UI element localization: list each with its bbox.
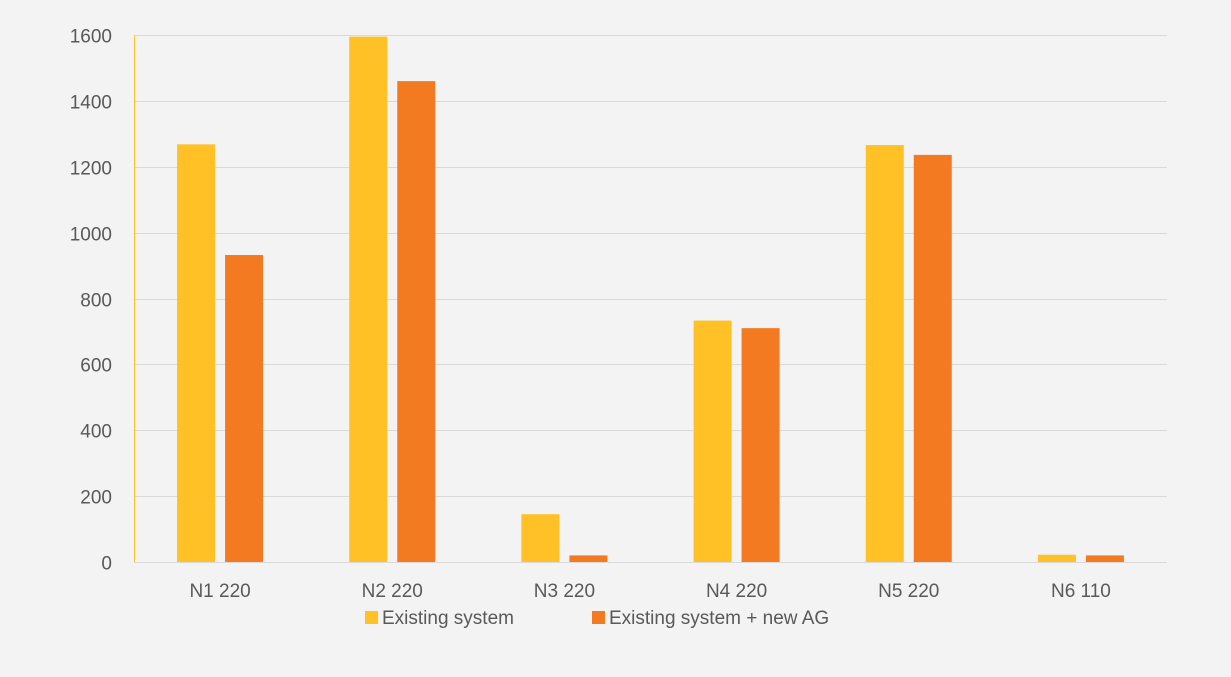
bar-existing-system (177, 144, 216, 563)
bar-existing-system-new-ag (913, 154, 952, 562)
y-tick-label: 800 (80, 291, 112, 312)
y-tick-label: 600 (80, 356, 112, 377)
x-tick-label: N2 220 (362, 581, 423, 602)
gridlines (134, 35, 1167, 497)
x-tick-label: N6 110 (1051, 581, 1111, 602)
y-tick-label: 400 (80, 422, 112, 443)
x-tick-label: N5 220 (878, 581, 939, 602)
y-tick-label: 1600 (70, 27, 112, 48)
bar-existing-system (865, 145, 904, 563)
bars (177, 36, 1124, 563)
x-tick-label: N3 220 (534, 581, 595, 602)
y-tick-label: 200 (80, 488, 112, 509)
axes: 0 200 400 600 800 1000 1200 1400 1600 N1 220 N2 22… (70, 27, 1167, 602)
x-tick-label: N4 220 (706, 581, 767, 602)
bar-existing-system-new-ag (225, 255, 264, 562)
y-tick-label: 1000 (70, 225, 112, 246)
legend: Existing system Existing system + new AG (365, 608, 829, 629)
bar-existing-system-new-ag (1085, 555, 1124, 562)
bar-existing-system (521, 514, 560, 562)
x-tick-label: N1 220 (189, 581, 250, 602)
bar-existing-system-new-ag (397, 81, 436, 563)
bar-existing-system-new-ag (569, 555, 608, 562)
y-tick-label: 0 (101, 554, 112, 575)
y-tick-label: 1400 (70, 93, 112, 114)
bar-existing-system (349, 36, 388, 563)
y-tick-label: 1200 (70, 159, 112, 180)
legend-label: Existing system + new AG (609, 608, 829, 629)
legend-swatch (365, 611, 378, 624)
legend-swatch (592, 611, 605, 624)
legend-label: Existing system (382, 608, 514, 629)
bar-existing-system-new-ag (741, 328, 780, 562)
bar-existing-system (1037, 554, 1076, 562)
bar-existing-system (693, 320, 732, 562)
